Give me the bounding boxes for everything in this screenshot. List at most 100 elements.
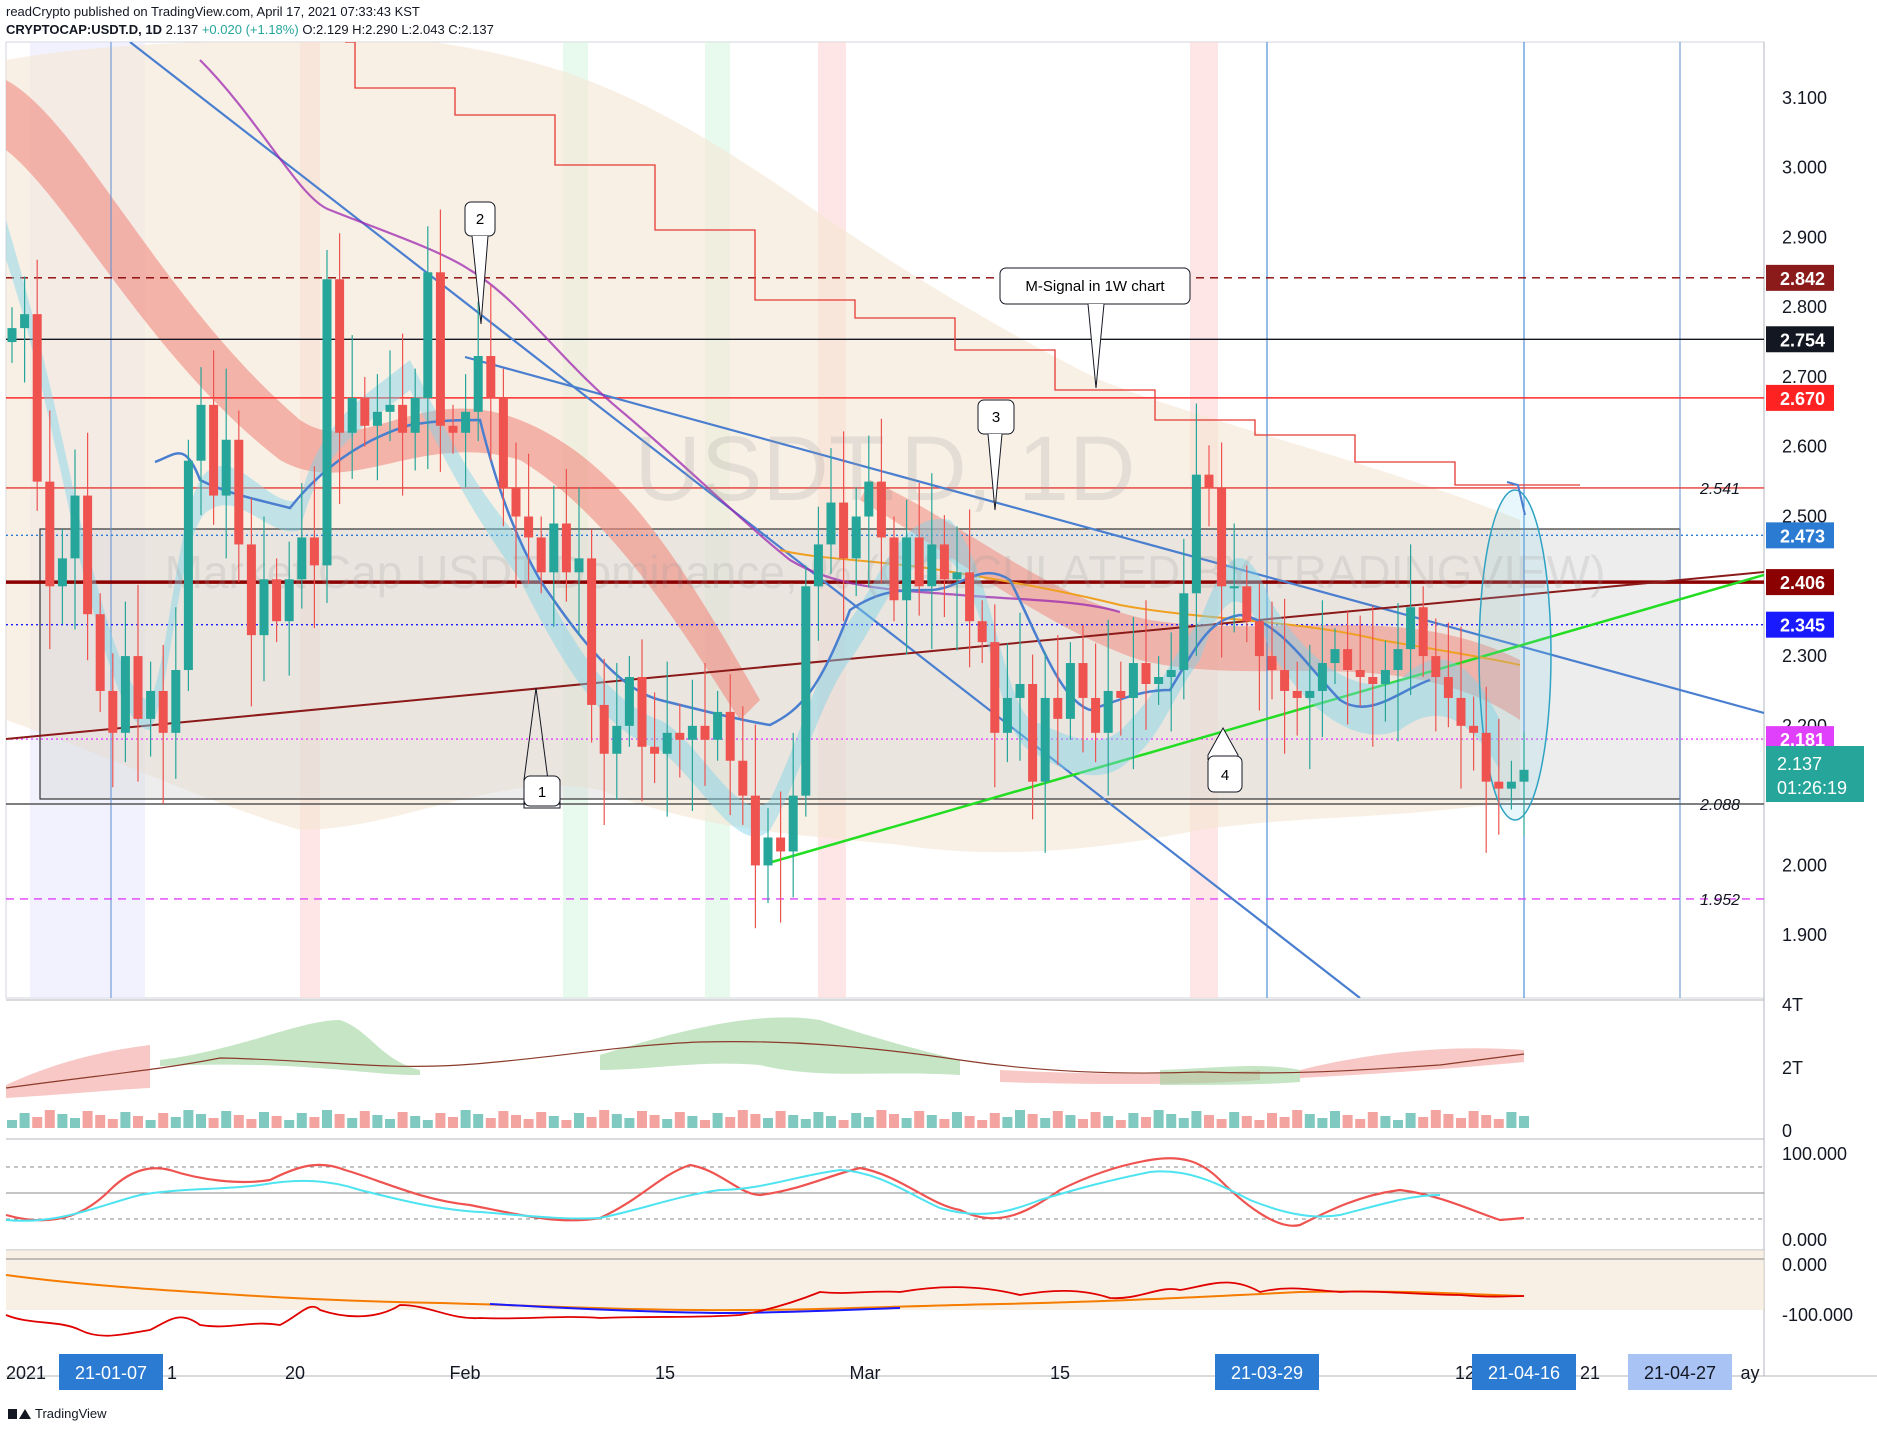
candle-body[interactable]	[914, 537, 924, 587]
candle-body[interactable]	[183, 460, 193, 671]
candle-body[interactable]	[259, 579, 269, 636]
candle-body[interactable]	[158, 690, 168, 733]
candle-body[interactable]	[1091, 697, 1101, 733]
candle-body[interactable]	[335, 279, 345, 433]
candle-body[interactable]	[713, 711, 723, 740]
candle-body[interactable]	[221, 439, 231, 496]
candle-body[interactable]	[977, 621, 987, 643]
candle-body[interactable]	[45, 481, 55, 587]
candle-body[interactable]	[347, 397, 357, 433]
candle-body[interactable]	[1103, 690, 1113, 733]
candle-body[interactable]	[410, 397, 420, 433]
annotation-3[interactable]: 3	[977, 399, 1015, 511]
candle-body[interactable]	[864, 481, 874, 517]
candle-body[interactable]	[146, 690, 156, 719]
candle-body[interactable]	[234, 439, 244, 545]
candle-body[interactable]	[1355, 670, 1365, 678]
candle-body[interactable]	[309, 537, 319, 566]
candle-body[interactable]	[1280, 670, 1290, 691]
candle-body[interactable]	[461, 411, 471, 433]
candle-body[interactable]	[851, 516, 861, 559]
candle-body[interactable]	[587, 558, 597, 705]
candle-body[interactable]	[498, 397, 508, 489]
candle-body[interactable]	[826, 502, 836, 545]
candle-body[interactable]	[511, 488, 521, 517]
candle-body[interactable]	[549, 523, 559, 573]
candle-body[interactable]	[272, 579, 282, 622]
candle-body[interactable]	[612, 725, 622, 754]
candle-body[interactable]	[120, 656, 130, 733]
candle-body[interactable]	[788, 795, 798, 852]
candle-body[interactable]	[1393, 649, 1403, 671]
candle-body[interactable]	[776, 837, 786, 852]
osc-pane[interactable]	[5, 1250, 1764, 1337]
tradingview-logo[interactable]: TradingView	[8, 1406, 107, 1421]
candle-body[interactable]	[1254, 621, 1264, 657]
candle-body[interactable]	[1141, 663, 1151, 684]
volume-pane[interactable]	[5, 1017, 1525, 1098]
candle-body[interactable]	[1380, 670, 1390, 684]
candle-body[interactable]	[1002, 697, 1012, 733]
candle-body[interactable]	[1166, 670, 1176, 678]
candle-body[interactable]	[1116, 690, 1126, 698]
candle-body[interactable]	[1443, 677, 1453, 698]
candle-body[interactable]	[385, 404, 395, 412]
candle-body[interactable]	[1519, 769, 1529, 782]
candle-body[interactable]	[1191, 474, 1201, 594]
m-signal-line[interactable]	[345, 42, 1580, 486]
candle-body[interactable]	[1179, 593, 1189, 671]
candle-body[interactable]	[763, 837, 773, 866]
annotation-2[interactable]: 2	[464, 201, 496, 325]
candle-body[interactable]	[1456, 697, 1466, 726]
candle-body[interactable]	[171, 670, 181, 733]
candle-body[interactable]	[1506, 781, 1516, 789]
candle-body[interactable]	[1128, 663, 1138, 698]
candles-layer[interactable]	[7, 209, 1529, 929]
candle-body[interactable]	[1229, 586, 1239, 589]
candle-body[interactable]	[1028, 683, 1038, 782]
candle-body[interactable]	[599, 704, 609, 754]
candle-body[interactable]	[637, 677, 647, 747]
candle-body[interactable]	[1154, 677, 1164, 684]
projection-ellipse[interactable]	[1478, 489, 1552, 821]
candle-body[interactable]	[32, 314, 42, 482]
candle-body[interactable]	[624, 677, 634, 726]
candle-body[interactable]	[1418, 607, 1428, 657]
candle-body[interactable]	[939, 544, 949, 580]
candle-body[interactable]	[574, 558, 584, 573]
candle-body[interactable]	[7, 328, 17, 343]
candle-body[interactable]	[1330, 649, 1340, 664]
candle-body[interactable]	[1065, 663, 1075, 719]
candle-body[interactable]	[423, 272, 433, 398]
candle-body[interactable]	[372, 411, 382, 426]
candle-body[interactable]	[297, 537, 307, 580]
candle-body[interactable]	[1204, 474, 1214, 489]
candle-body[interactable]	[108, 690, 118, 733]
candle-body[interactable]	[95, 614, 105, 691]
candle-body[interactable]	[700, 725, 710, 740]
candle-body[interactable]	[1368, 677, 1378, 684]
candle-body[interactable]	[1040, 697, 1050, 782]
candle-body[interactable]	[1267, 656, 1277, 671]
candle-body[interactable]	[70, 495, 80, 559]
candle-body[interactable]	[801, 586, 811, 796]
trendline-dark-red[interactable]	[6, 571, 1764, 740]
candle-body[interactable]	[687, 725, 697, 740]
candle-body[interactable]	[1481, 732, 1491, 782]
symbol-name[interactable]: CRYPTOCAP:USDT.D, 1D	[6, 22, 163, 37]
candle-body[interactable]	[889, 537, 899, 601]
candle-body[interactable]	[196, 404, 206, 461]
candle-body[interactable]	[209, 404, 219, 496]
price-axis[interactable]: 3.100 3.000 2.900 2.800 2.700 2.600 2.500 2.300…	[1782, 88, 1827, 945]
candle-body[interactable]	[435, 272, 445, 426]
annotation-4[interactable]: 4	[1207, 726, 1243, 793]
annotation-1[interactable]: 1	[523, 687, 561, 809]
time-axis[interactable]: 2021 21-01-07 1 20 Feb 15 Mar 15 21-03-29 12 21-04…	[6, 1354, 1760, 1390]
candle-body[interactable]	[284, 579, 294, 622]
annotation-m-signal[interactable]: M-Signal in 1W chart	[999, 267, 1191, 389]
candle-body[interactable]	[57, 558, 67, 587]
candle-body[interactable]	[398, 404, 408, 433]
candle-body[interactable]	[561, 523, 571, 573]
candle-body[interactable]	[813, 544, 823, 587]
